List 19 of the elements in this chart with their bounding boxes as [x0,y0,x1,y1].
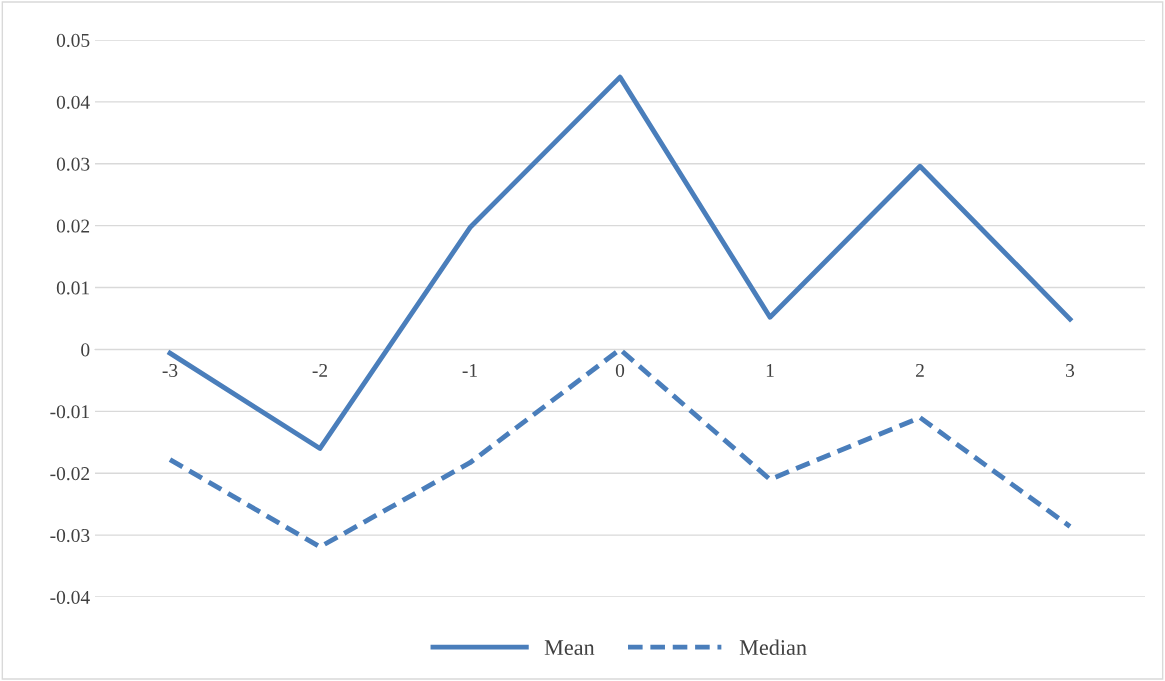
y-tick-label: 0.03 [56,157,90,171]
legend-label: Median [739,639,807,656]
y-tick-label: -0.04 [50,590,90,605]
y-tick-label: 0.05 [56,33,90,48]
x-tick-label: 3 [1066,363,1075,378]
x-tick-label: -3 [162,363,178,378]
y-tick-label: 0 [81,343,90,357]
x-tick-label: -1 [462,363,477,377]
y-tick-label: -0.01 [50,405,89,419]
x-tick-label: 0 [615,363,625,378]
y-tick-label: 0.04 [56,95,90,109]
x-tick-label: 2 [915,363,924,377]
x-tick-label: 1 [766,363,774,377]
legend-label: Mean [544,640,595,656]
y-tick-label: -0.03 [50,528,90,543]
y-tick-label: 0.01 [56,281,89,295]
x-tick-label: -2 [312,363,328,377]
y-tick-label: -0.02 [50,467,90,481]
y-tick-label: 0.02 [56,219,90,233]
